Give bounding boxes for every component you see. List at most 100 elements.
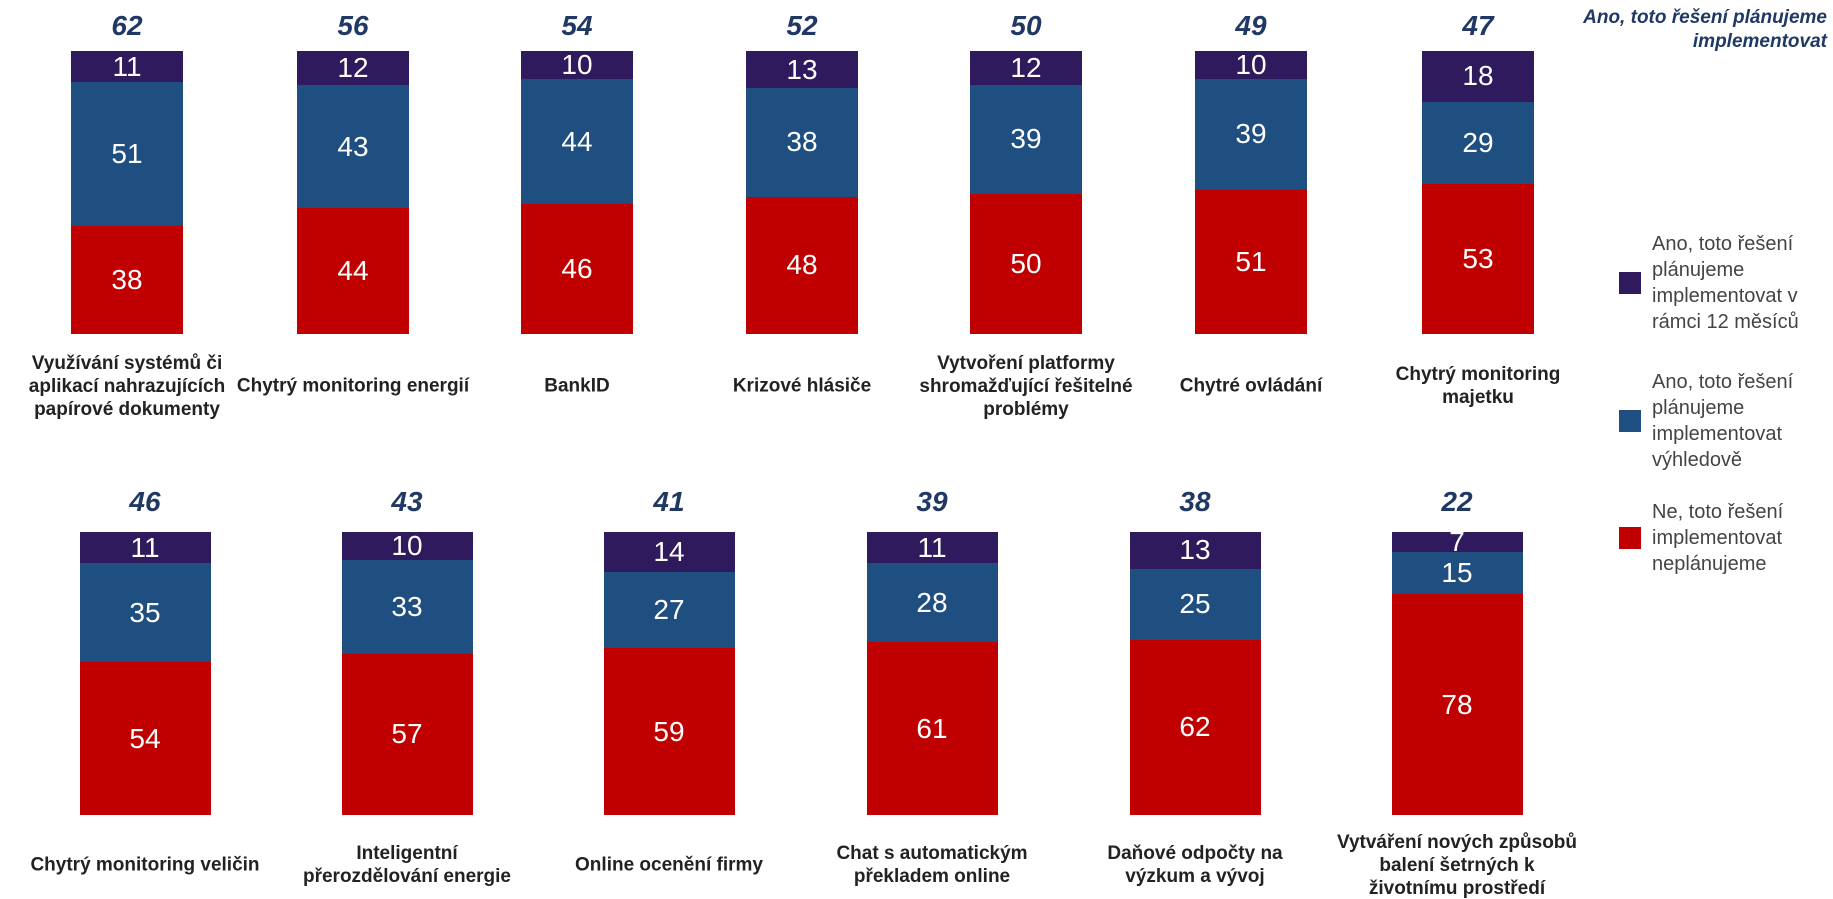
total-label: 46 (129, 486, 161, 517)
data-label: 43 (337, 130, 369, 162)
bar-segment: 13 (1129, 532, 1261, 569)
legend-label: Ne, toto řešení implementovat neplánujem… (1652, 501, 1784, 575)
data-label: 61 (916, 712, 948, 744)
category-label: Inteligentní přerozdělování energie (302, 843, 511, 887)
data-label: 10 (561, 49, 593, 81)
bar-segment: 13 (746, 51, 858, 89)
category-label: Využívání systémů či aplikací nahrazujíc… (28, 352, 226, 420)
bar-segment: 46 (521, 203, 633, 334)
total-label: 54 (561, 10, 593, 41)
data-label: 59 (653, 715, 685, 747)
total-label: 49 (1235, 10, 1267, 41)
data-label: 46 (561, 252, 593, 284)
category-label: BankID (544, 375, 610, 397)
data-label: 38 (111, 264, 143, 296)
data-label: 27 (653, 593, 685, 625)
bar-segment: 7 (1391, 527, 1523, 555)
category-label: Chytrý monitoring veličin (30, 854, 260, 876)
data-label: 12 (1010, 51, 1042, 83)
data-label: 29 (1462, 126, 1494, 158)
legend-label: Ano, toto řešení plánujeme implementovat… (1652, 233, 1799, 333)
bar-segment: 28 (866, 563, 998, 643)
bar-segment: 44 (297, 208, 409, 334)
bar-segment: 43 (297, 85, 409, 209)
category-label: Chytrý monitoring energií (236, 375, 470, 397)
bar-segment: 38 (71, 226, 183, 334)
data-label: 7 (1449, 525, 1465, 557)
category-label: Chytré ovládání (1179, 375, 1323, 397)
total-label: 41 (653, 486, 685, 517)
bar-segment: 39 (970, 84, 1082, 194)
bar-segment: 54 (79, 662, 211, 815)
data-label: 51 (1235, 245, 1267, 277)
data-label: 15 (1441, 557, 1473, 589)
data-label: 35 (129, 596, 161, 628)
bar-segment: 44 (521, 79, 633, 204)
data-label: 13 (786, 53, 818, 85)
category-label: Daňové odpočty na výzkum a vývoj (1107, 843, 1283, 887)
data-label: 78 (1441, 688, 1473, 720)
data-label: 44 (561, 125, 593, 157)
total-label: 50 (1010, 10, 1042, 41)
data-label: 57 (391, 718, 423, 750)
data-label: 10 (1235, 49, 1267, 81)
legend-label: Ano, toto řešení plánujeme implementovat… (1652, 371, 1794, 471)
total-label: 52 (786, 10, 818, 41)
data-label: 11 (917, 531, 947, 563)
category-label: Vytvoření platformy shromažďující řešite… (919, 352, 1133, 420)
category-label: Chat s automatickým překladem online (836, 843, 1028, 887)
data-label: 18 (1462, 60, 1494, 92)
category-label: Krizové hlásiče (732, 375, 872, 397)
data-label: 44 (337, 255, 369, 287)
data-label: 39 (1235, 118, 1267, 150)
legend-swatch (1619, 410, 1641, 432)
bar-segment: 61 (866, 642, 998, 815)
total-label: 47 (1462, 10, 1494, 41)
category-label: Chytrý monitoring majetku (1395, 364, 1561, 408)
data-label: 14 (653, 535, 685, 567)
data-label: 12 (337, 52, 369, 84)
annotation: Ano, toto řešení plánujeme implementovat (1583, 7, 1827, 52)
bar-segment: 11 (79, 531, 211, 564)
data-label: 11 (130, 531, 160, 563)
total-label: 22 (1441, 486, 1473, 517)
bar-segment: 25 (1129, 568, 1261, 640)
bar-segment: 39 (1195, 79, 1307, 190)
bar-segment: 59 (603, 648, 735, 815)
total-label: 56 (337, 10, 369, 41)
data-label: 28 (916, 586, 948, 618)
data-label: 10 (391, 530, 423, 562)
data-label: 33 (391, 590, 423, 622)
total-label: 39 (916, 486, 948, 517)
bar-segment: 29 (1422, 101, 1534, 184)
bar-segment: 11 (866, 531, 998, 564)
data-label: 62 (1179, 711, 1211, 743)
bar-segment: 78 (1391, 594, 1523, 815)
bar-segment: 12 (297, 51, 409, 86)
bar-segment: 33 (341, 560, 473, 654)
total-label: 62 (111, 10, 143, 41)
total-label: 38 (1179, 486, 1211, 517)
bar-segment: 35 (79, 563, 211, 663)
data-label: 25 (1179, 588, 1211, 620)
bar-segment: 10 (521, 49, 633, 81)
category-label: Vytváření nových způsobů balení šetrných… (1337, 831, 1578, 899)
bar-segment: 51 (1195, 189, 1307, 334)
data-label: 11 (112, 50, 142, 82)
bar-segment: 12 (970, 51, 1082, 85)
bar-segment: 10 (1195, 49, 1307, 81)
bar-segment: 38 (746, 88, 858, 197)
data-label: 54 (129, 722, 161, 754)
legend-swatch (1619, 272, 1641, 294)
data-label: 50 (1010, 247, 1042, 279)
data-label: 13 (1179, 534, 1211, 566)
category-label: Online ocenění firmy (575, 854, 763, 876)
bar-segment: 51 (71, 82, 183, 227)
total-label: 43 (391, 486, 423, 517)
legend-swatch (1619, 527, 1641, 549)
data-label: 53 (1462, 242, 1494, 274)
bar-segment: 14 (603, 532, 735, 572)
bar-segment: 27 (603, 571, 735, 649)
bar-segment: 57 (341, 653, 473, 815)
